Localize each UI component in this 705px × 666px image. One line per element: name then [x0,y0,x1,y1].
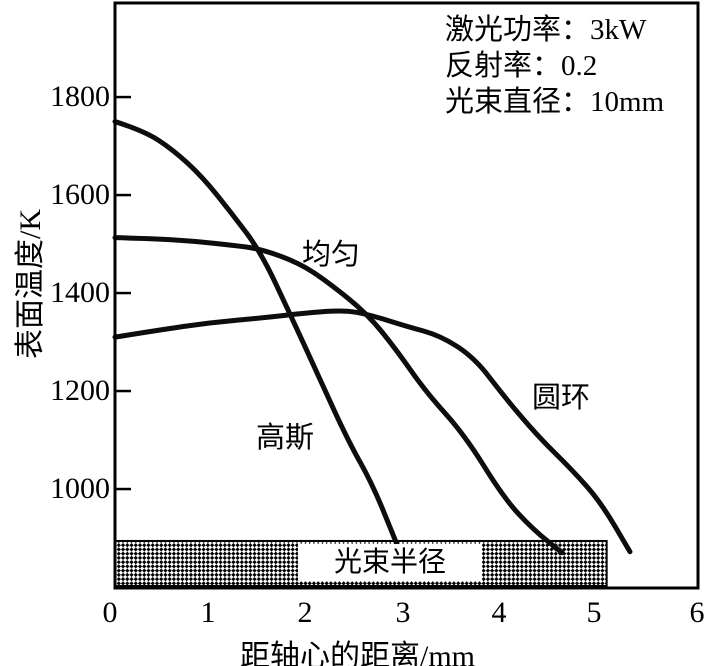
curve-ring [112,308,633,555]
x-tick-label-2: 2 [297,596,313,629]
curve-label-ring: 圆环 [532,382,591,414]
plot-frame [113,1,700,590]
x-tick-label-6: 6 [689,596,705,629]
curve-label-uniform: 均匀 [302,239,361,271]
beam-radius-band-label: 光束半径 [298,544,482,581]
y-tick-label-1000: 1000 [50,472,110,505]
x-tick-label-5: 5 [586,596,602,629]
y-tick-label-1800: 1800 [50,80,110,113]
annotation-reflectivity: 反射率：0.2 [445,50,598,82]
y-tick-label-1200: 1200 [50,374,110,407]
x-tick-label-3: 3 [395,596,411,629]
annotation-beam-diameter: 光束直径：10mm [445,86,665,118]
y-tick-label-1400: 1400 [50,276,110,309]
x-tick-label-1: 1 [200,596,216,629]
x-tick-label-4: 4 [491,596,507,629]
curve-uniform [112,235,565,556]
curve-gaussian [112,119,400,547]
annotation-box: 激光功率：3kW 反射率：0.2 光束直径：10mm [445,12,664,120]
x-axis-title: 距轴心的距离/mm [240,640,476,666]
curve-label-gaussian: 高斯 [256,422,315,454]
x-tick-label-0: 0 [102,596,118,629]
annotation-laser-power: 激光功率：3kW [445,14,647,46]
y-tick-label-1600: 1600 [50,178,110,211]
